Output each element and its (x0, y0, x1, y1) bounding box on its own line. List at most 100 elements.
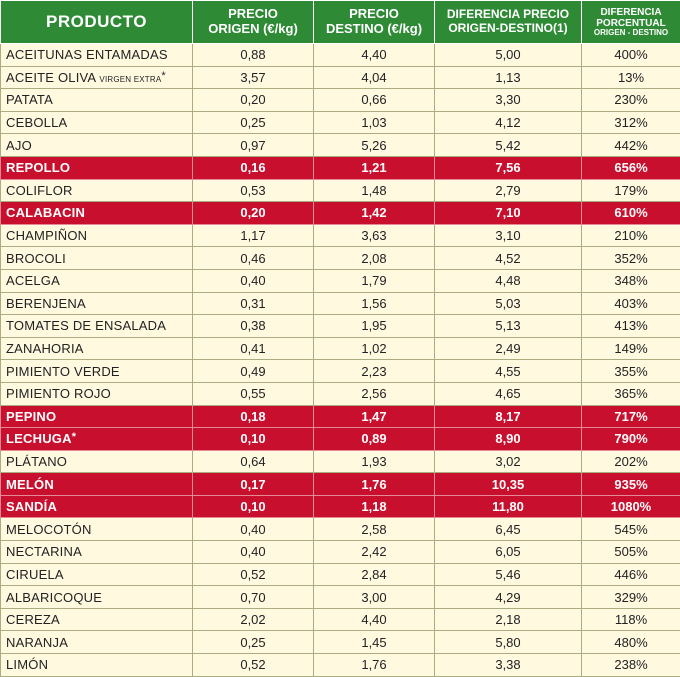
header-pct-line3: ORIGEN - DESTINO (582, 29, 680, 38)
destination-price-cell: 0,66 (314, 89, 435, 112)
price-difference-cell: 6,05 (435, 541, 582, 564)
product-name: SANDÍA (6, 499, 57, 514)
destination-price-cell: 1,21 (314, 156, 435, 179)
product-qualifier: VIRGEN EXTRA (99, 75, 161, 84)
price-difference-cell: 2,49 (435, 337, 582, 360)
product-name: PATATA (6, 92, 53, 107)
destination-price-cell: 1,95 (314, 315, 435, 338)
percentage-difference-cell: 935% (582, 473, 680, 496)
price-difference-cell: 6,45 (435, 518, 582, 541)
product-name: ACEITE OLIVA (6, 70, 96, 85)
product-name: LIMÓN (6, 657, 48, 672)
product-name: BERENJENA (6, 296, 86, 311)
percentage-difference-cell: 505% (582, 541, 680, 564)
destination-price-cell: 1,76 (314, 473, 435, 496)
origin-price-cell: 0,46 (193, 247, 314, 270)
origin-price-cell: 2,02 (193, 608, 314, 631)
price-difference-cell: 5,46 (435, 563, 582, 586)
product-name-cell: NARANJA (1, 631, 193, 654)
percentage-difference-cell: 480% (582, 631, 680, 654)
destination-price-cell: 2,42 (314, 541, 435, 564)
destination-price-cell: 2,23 (314, 360, 435, 383)
product-name-cell: BERENJENA (1, 292, 193, 315)
price-difference-cell: 5,42 (435, 134, 582, 157)
product-name: ACEITUNAS ENTAMADAS (6, 47, 168, 62)
origin-price-cell: 0,10 (193, 428, 314, 451)
price-difference-cell: 4,55 (435, 360, 582, 383)
origin-price-cell: 0,55 (193, 382, 314, 405)
price-difference-cell: 1,13 (435, 66, 582, 89)
origin-price-cell: 0,20 (193, 202, 314, 225)
destination-price-cell: 4,40 (314, 608, 435, 631)
price-difference-cell: 8,17 (435, 405, 582, 428)
percentage-difference-cell: 348% (582, 269, 680, 292)
origin-price-cell: 1,17 (193, 224, 314, 247)
percentage-difference-cell: 312% (582, 111, 680, 134)
origin-price-cell: 0,64 (193, 450, 314, 473)
product-name-cell: ACEITUNAS ENTAMADAS (1, 44, 193, 67)
product-name: ACELGA (6, 273, 60, 288)
price-difference-cell: 4,12 (435, 111, 582, 134)
product-name: TOMATES DE ENSALADA (6, 318, 166, 333)
table-header: PRODUCTO PRECIO ORIGEN (€/kg) PRECIO DES… (1, 1, 680, 44)
percentage-difference-cell: 442% (582, 134, 680, 157)
price-difference-cell: 4,48 (435, 269, 582, 292)
product-name: MELOCOTÓN (6, 522, 92, 537)
destination-price-cell: 4,40 (314, 44, 435, 67)
product-name: MELÓN (6, 477, 54, 492)
origin-price-cell: 3,57 (193, 66, 314, 89)
origin-price-cell: 0,52 (193, 563, 314, 586)
product-name-cell: ACEITE OLIVA VIRGEN EXTRA* (1, 66, 193, 89)
percentage-difference-cell: 202% (582, 450, 680, 473)
percentage-difference-cell: 610% (582, 202, 680, 225)
percentage-difference-cell: 656% (582, 156, 680, 179)
product-name-cell: MELOCOTÓN (1, 518, 193, 541)
product-name: CHAMPIÑON (6, 228, 87, 243)
price-difference-cell: 5,13 (435, 315, 582, 338)
product-name: PIMIENTO ROJO (6, 386, 111, 401)
percentage-difference-cell: 118% (582, 608, 680, 631)
header-pct-line2: PORCENTUAL (596, 18, 665, 29)
product-name: REPOLLO (6, 160, 70, 175)
price-difference-cell: 3,30 (435, 89, 582, 112)
product-name-cell: PEPINO (1, 405, 193, 428)
header-destination-price: PRECIO DESTINO (€/kg) (314, 1, 435, 44)
product-name: ALBARICOQUE (6, 590, 102, 605)
origin-price-cell: 0,49 (193, 360, 314, 383)
footnote-mark: * (161, 70, 165, 82)
percentage-difference-cell: 355% (582, 360, 680, 383)
product-name-cell: BROCOLI (1, 247, 193, 270)
product-name: CALABACIN (6, 205, 85, 220)
product-name-cell: ALBARICOQUE (1, 586, 193, 609)
destination-price-cell: 4,04 (314, 66, 435, 89)
header-diff-line1: DIFERENCIA PRECIO (447, 7, 569, 21)
percentage-difference-cell: 446% (582, 563, 680, 586)
product-name-cell: PIMIENTO ROJO (1, 382, 193, 405)
percentage-difference-cell: 413% (582, 315, 680, 338)
percentage-difference-cell: 238% (582, 654, 680, 677)
origin-price-cell: 0,53 (193, 179, 314, 202)
destination-price-cell: 0,89 (314, 428, 435, 451)
price-difference-cell: 4,29 (435, 586, 582, 609)
product-name-cell: ACELGA (1, 269, 193, 292)
destination-price-cell: 1,02 (314, 337, 435, 360)
percentage-difference-cell: 365% (582, 382, 680, 405)
product-name-cell: PIMIENTO VERDE (1, 360, 193, 383)
origin-price-cell: 0,40 (193, 541, 314, 564)
price-difference-cell: 8,90 (435, 428, 582, 451)
product-name-cell: ZANAHORIA (1, 337, 193, 360)
product-name: CIRUELA (6, 567, 64, 582)
destination-price-cell: 2,84 (314, 563, 435, 586)
product-name-cell: CHAMPIÑON (1, 224, 193, 247)
